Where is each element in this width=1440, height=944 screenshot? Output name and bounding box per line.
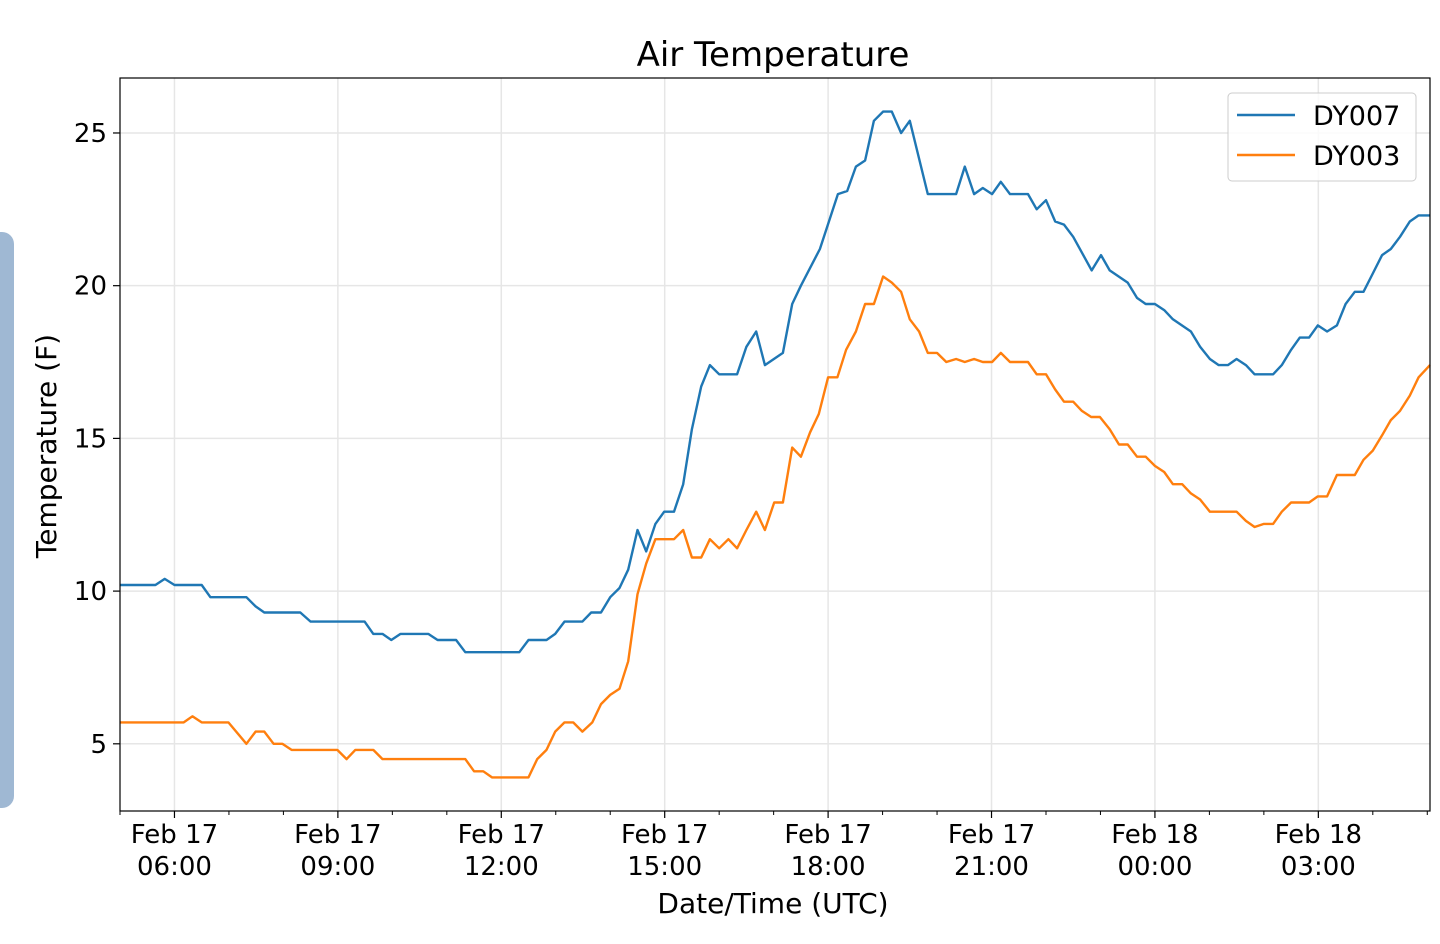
y-tick-label: 15 [74,424,107,454]
series-line-dy007 [120,110,1430,654]
x-tick-label-time: 06:00 [137,852,212,882]
y-tick-label: 10 [74,577,107,607]
x-tick-label-date: Feb 17 [948,820,1035,850]
x-tick-label-date: Feb 17 [131,820,218,850]
x-tick-label-time: 21:00 [954,852,1029,882]
x-tick-label-time: 15:00 [627,852,702,882]
x-tick-label-date: Feb 17 [294,820,381,850]
legend-label-dy003: DY003 [1313,141,1400,172]
x-tick-label-time: 03:00 [1281,852,1356,882]
x-tick-label-time: 12:00 [464,852,539,882]
legend-label-dy007: DY007 [1313,101,1400,132]
x-tick-label-time: 09:00 [300,852,375,882]
y-tick-label: 5 [90,730,107,760]
x-tick-label-date: Feb 17 [784,820,871,850]
y-axis-label: Temperature (F) [30,334,63,559]
y-tick-label: 25 [74,119,107,149]
series-line-dy003 [120,275,1431,779]
plot-frame [119,77,1431,812]
x-axis-label: Date/Time (UTC) [657,887,888,920]
series-lines [120,110,1431,779]
side-panel-tab[interactable] [0,232,14,808]
x-tick-label-time: 00:00 [1117,852,1192,882]
x-tick-label-date: Feb 18 [1275,820,1362,850]
legend: DY007 DY003 [1227,92,1417,182]
x-tick-label-date: Feb 17 [621,820,708,850]
y-tick-label: 20 [74,272,107,302]
x-tick-label-time: 18:00 [791,852,866,882]
x-tick-label-date: Feb 18 [1111,820,1198,850]
chart-title: Air Temperature [637,35,910,75]
x-tick-label-date: Feb 17 [458,820,545,850]
grid [120,78,1430,811]
